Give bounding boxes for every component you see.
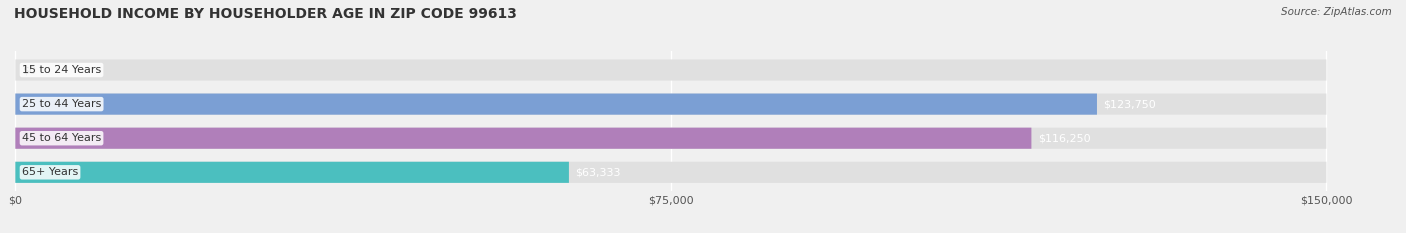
Text: $63,333: $63,333	[575, 167, 621, 177]
FancyBboxPatch shape	[15, 93, 1326, 115]
Text: 15 to 24 Years: 15 to 24 Years	[22, 65, 101, 75]
FancyBboxPatch shape	[15, 93, 1097, 115]
Text: $123,750: $123,750	[1104, 99, 1156, 109]
FancyBboxPatch shape	[15, 128, 1326, 149]
Text: HOUSEHOLD INCOME BY HOUSEHOLDER AGE IN ZIP CODE 99613: HOUSEHOLD INCOME BY HOUSEHOLDER AGE IN Z…	[14, 7, 517, 21]
Text: Source: ZipAtlas.com: Source: ZipAtlas.com	[1281, 7, 1392, 17]
FancyBboxPatch shape	[15, 162, 569, 183]
FancyBboxPatch shape	[15, 59, 1326, 81]
Text: 65+ Years: 65+ Years	[22, 167, 79, 177]
FancyBboxPatch shape	[15, 128, 1032, 149]
Text: $116,250: $116,250	[1038, 133, 1091, 143]
Text: $0: $0	[22, 65, 37, 75]
Text: 45 to 64 Years: 45 to 64 Years	[22, 133, 101, 143]
FancyBboxPatch shape	[15, 162, 1326, 183]
Text: 25 to 44 Years: 25 to 44 Years	[22, 99, 101, 109]
